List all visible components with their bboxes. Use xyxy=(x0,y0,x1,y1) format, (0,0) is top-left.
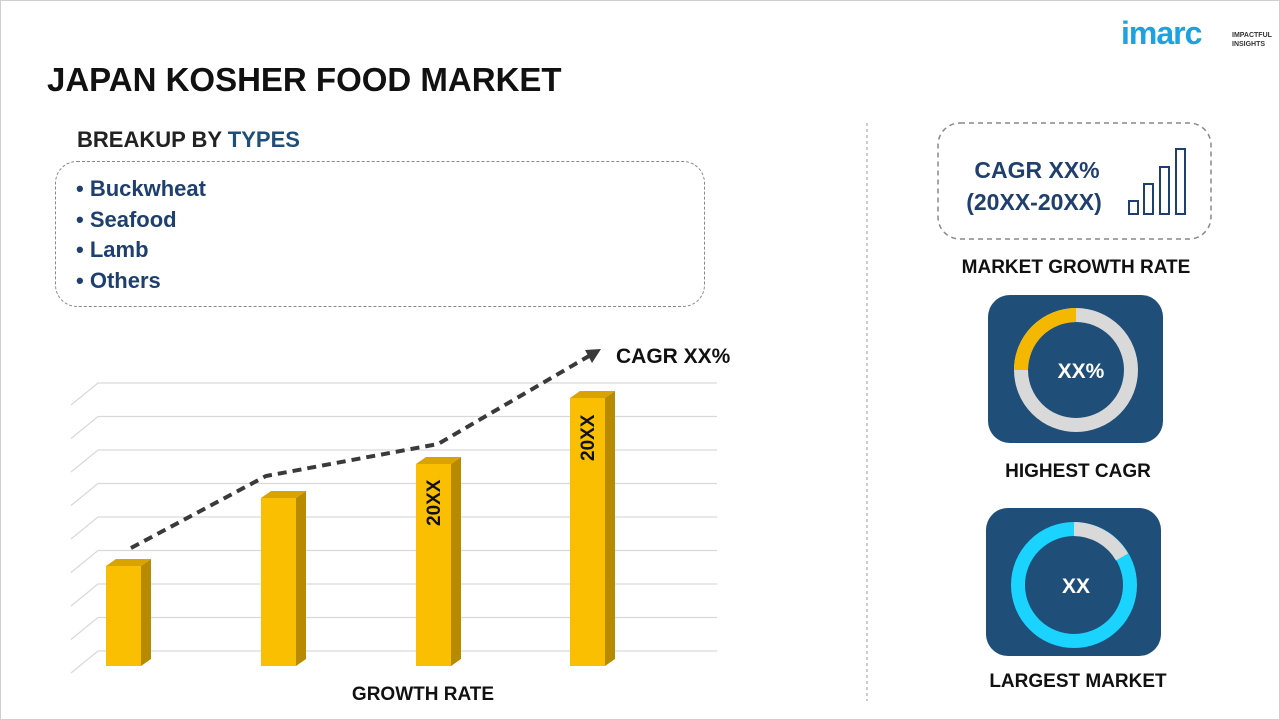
card-caption: LARGEST MARKET xyxy=(989,671,1167,692)
bar-side xyxy=(296,491,306,666)
bar-top xyxy=(416,457,461,464)
ring-arc xyxy=(1014,308,1077,371)
bar-label: 20XX xyxy=(578,414,599,461)
heading-text: BREAKUP BY xyxy=(77,127,222,152)
bar-front xyxy=(106,566,141,666)
bar-side xyxy=(451,457,461,666)
tagline-line: INSIGHTS xyxy=(1232,41,1266,48)
trend-line xyxy=(130,354,591,550)
grid-line xyxy=(70,482,717,506)
bars xyxy=(106,391,615,666)
cagr-value: CAGR XX% xyxy=(974,157,1099,183)
bar-front xyxy=(570,398,605,666)
cagr-caption: MARKET GROWTH RATE xyxy=(962,257,1191,278)
logo: imarc xyxy=(1121,15,1202,51)
cagr-period: (20XX-20XX) xyxy=(966,189,1102,215)
bar-label: 20XX xyxy=(424,479,445,526)
bar-front xyxy=(416,464,451,666)
bar-top xyxy=(261,491,306,498)
grid-line xyxy=(70,583,717,607)
grid-line xyxy=(70,616,717,640)
item-text: Seafood xyxy=(89,206,177,232)
trend-label: CAGR XX% xyxy=(616,345,731,368)
chart-caption: GROWTH RATE xyxy=(352,684,494,705)
page-title: JAPAN KOSHER FOOD MARKET xyxy=(47,61,562,98)
types-list: • Buckwheat • Seafood • Lamb • Others xyxy=(76,174,704,296)
item-text: Buckwheat xyxy=(89,176,206,201)
card-caption: HIGHEST CAGR xyxy=(1005,461,1151,482)
item-text: Others xyxy=(89,267,161,293)
grid xyxy=(70,382,717,674)
heading-highlight: TYPES xyxy=(227,127,300,152)
list-item: • Others xyxy=(76,267,161,293)
card-value: XX xyxy=(1062,575,1090,598)
growth-icon xyxy=(1128,148,1186,215)
bar-front xyxy=(261,498,296,666)
bar-side xyxy=(605,391,615,666)
types-box: • Buckwheat • Seafood • Lamb • Others xyxy=(55,161,705,307)
grid-line xyxy=(70,650,717,674)
trend-arrow xyxy=(585,349,601,363)
grid-line xyxy=(70,449,717,473)
cagr-box xyxy=(937,122,1212,240)
logo-tagline: IMPACTFUL INSIGHTS xyxy=(1232,31,1272,49)
grid-line xyxy=(70,516,717,540)
grid-line xyxy=(70,549,717,573)
grid-line xyxy=(70,415,717,439)
card-value: XX% xyxy=(1058,360,1105,383)
tagline-line: IMPACTFUL xyxy=(1232,32,1272,39)
list-item: • Seafood xyxy=(76,206,177,232)
ring-arc xyxy=(1073,522,1129,561)
list-item: • Buckwheat xyxy=(76,176,206,201)
bar-side xyxy=(141,559,151,666)
breakup-heading: BREAKUP BY TYPES xyxy=(77,127,300,153)
bar-top xyxy=(106,559,151,566)
item-text: Lamb xyxy=(89,237,149,262)
bar-top xyxy=(570,391,615,398)
list-item: • Lamb xyxy=(76,237,149,262)
grid-line xyxy=(70,382,717,406)
